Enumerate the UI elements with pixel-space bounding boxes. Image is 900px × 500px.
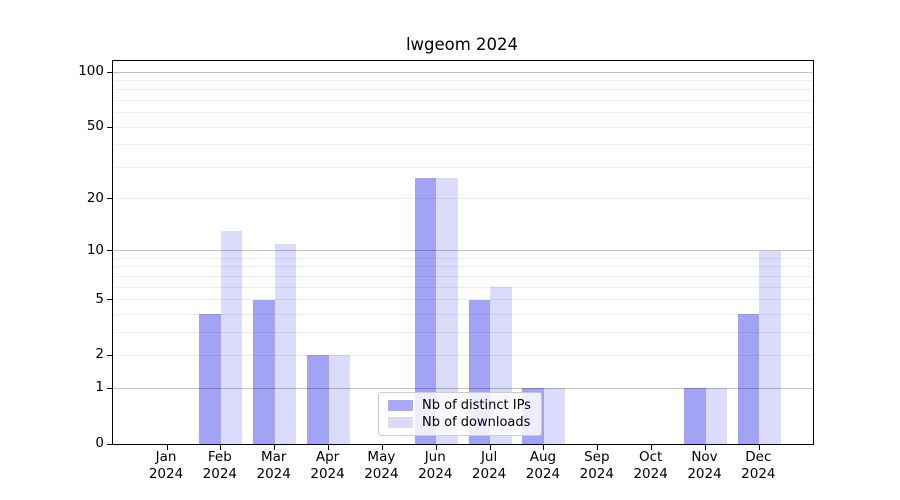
y-tick-label: 1	[95, 379, 104, 396]
y-tick-mark	[107, 126, 112, 128]
bar-downloads-jun	[436, 178, 458, 444]
y-tick-mark	[107, 71, 112, 73]
x-tick-label-sep: Sep 2024	[579, 449, 614, 482]
legend-item-downloads: Nb of downloads	[379, 414, 541, 431]
gridline-minor	[113, 144, 813, 146]
x-tick-mark	[435, 445, 437, 450]
y-tick-label: 5	[95, 290, 104, 307]
legend-label: Nb of distinct IPs	[422, 398, 531, 413]
gridline-minor	[113, 286, 813, 288]
x-tick-mark	[543, 445, 545, 450]
gridline-minor	[113, 100, 813, 102]
x-tick-mark	[597, 445, 599, 450]
x-tick-mark	[220, 445, 222, 450]
legend-swatch-downloads	[388, 417, 413, 428]
x-tick-label-may: May 2024	[364, 449, 399, 482]
gridline-major	[113, 71, 813, 73]
bar-downloads-dec	[759, 250, 781, 444]
x-tick-mark	[651, 445, 653, 450]
y-tick-mark	[107, 299, 112, 301]
x-tick-label-mar: Mar 2024	[256, 449, 291, 482]
x-tick-mark	[381, 445, 383, 450]
x-tick-mark	[489, 445, 491, 450]
bar-downloads-aug	[543, 388, 566, 444]
x-tick-label-jan: Jan 2024	[148, 449, 184, 482]
x-tick-mark	[758, 445, 760, 450]
y-tick-label: 0	[95, 435, 104, 451]
x-tick-label-nov: Nov 2024	[687, 449, 722, 482]
x-tick-label-aug: Aug 2024	[525, 449, 561, 482]
gridline-minor	[113, 266, 813, 268]
y-tick-label: 50	[86, 118, 104, 135]
gridline-major	[113, 250, 813, 252]
y-tick-label: 10	[86, 241, 104, 258]
chart-title: lwgeom 2024	[405, 35, 519, 54]
gridline-minor	[113, 80, 813, 82]
legend-item-distinct-ips: Nb of distinct IPs	[379, 397, 541, 414]
x-tick-label-apr: Apr 2024	[310, 449, 345, 482]
bar-downloads-feb	[220, 231, 243, 444]
gridline-minor	[113, 257, 813, 259]
bar-downloads-apr	[328, 355, 351, 444]
bar-distinct-ips-mar	[253, 299, 275, 444]
y-tick-mark	[107, 354, 112, 356]
x-tick-label-dec: Dec 2024	[741, 449, 776, 482]
x-tick-label-feb: Feb 2024	[202, 449, 238, 482]
legend-swatch-distinct-ips	[388, 400, 413, 411]
bar-distinct-ips-jun	[414, 178, 437, 444]
bar-downloads-mar	[274, 243, 297, 444]
y-tick-label: 20	[86, 189, 104, 206]
y-tick-label: 100	[78, 63, 104, 80]
x-tick-mark	[166, 445, 168, 450]
bar-distinct-ips-dec	[737, 314, 760, 444]
gridline-minor	[113, 299, 813, 301]
y-tick-label: 2	[95, 346, 104, 363]
y-tick-mark	[107, 250, 112, 252]
x-tick-label-oct: Oct 2024	[633, 449, 668, 482]
gridline-minor	[113, 275, 813, 277]
gridline-minor	[113, 112, 813, 114]
y-tick-mark	[107, 387, 112, 389]
gridline-minor	[113, 166, 813, 168]
bar-downloads-nov	[705, 388, 727, 444]
x-tick-mark	[328, 445, 330, 450]
legend: Nb of distinct IPs Nb of downloads	[378, 392, 542, 436]
bar-distinct-ips-feb	[199, 314, 221, 444]
bar-distinct-ips-apr	[307, 355, 329, 444]
gridline-minor	[113, 198, 813, 200]
x-tick-mark	[705, 445, 706, 450]
gridline-minor	[113, 126, 813, 128]
legend-label: Nb of downloads	[422, 415, 531, 430]
x-tick-label-jul: Jul 2024	[471, 449, 507, 482]
x-tick-label-jun: Jun 2024	[418, 449, 453, 482]
bar-distinct-ips-nov	[684, 388, 706, 444]
y-tick-mark	[107, 443, 112, 445]
x-tick-mark	[274, 445, 276, 450]
y-tick-mark	[107, 198, 112, 200]
plot-area	[107, 60, 814, 450]
gridline-minor	[113, 89, 813, 91]
